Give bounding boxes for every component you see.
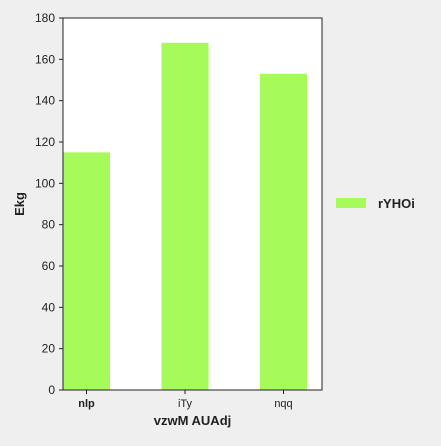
- y-tick-label-180: 180: [35, 11, 55, 25]
- y-tick-label-100: 100: [35, 176, 55, 190]
- y-tick-label-140: 140: [35, 94, 55, 108]
- x-axis-title: vzwM AUAdj: [154, 413, 232, 428]
- y-tick-label-80: 80: [42, 218, 56, 232]
- x-axis: nlp iTy nqq: [78, 390, 292, 410]
- y-axis: 0 20 40 60 80 100 120 140 160 180: [35, 11, 63, 397]
- legend-label-0: rYHOi: [378, 196, 415, 211]
- y-tick-label-160: 160: [35, 52, 55, 66]
- y-tick-label-20: 20: [42, 342, 56, 356]
- bar-nlp: [63, 152, 110, 390]
- bar-nqq: [260, 74, 307, 390]
- y-axis-title: Ekg: [12, 192, 27, 216]
- y-tick-label-120: 120: [35, 135, 55, 149]
- x-tick-label-nlp: nlp: [78, 398, 95, 410]
- bar-iTy: [162, 43, 209, 390]
- y-tick-label-0: 0: [48, 383, 55, 397]
- legend: rYHOi: [336, 196, 415, 211]
- y-tick-label-40: 40: [42, 300, 56, 314]
- x-tick-label-nqq: nqq: [274, 398, 292, 410]
- x-tick-label-iTy: iTy: [178, 398, 193, 410]
- y-tick-label-60: 60: [42, 259, 56, 273]
- legend-swatch-0: [336, 198, 366, 208]
